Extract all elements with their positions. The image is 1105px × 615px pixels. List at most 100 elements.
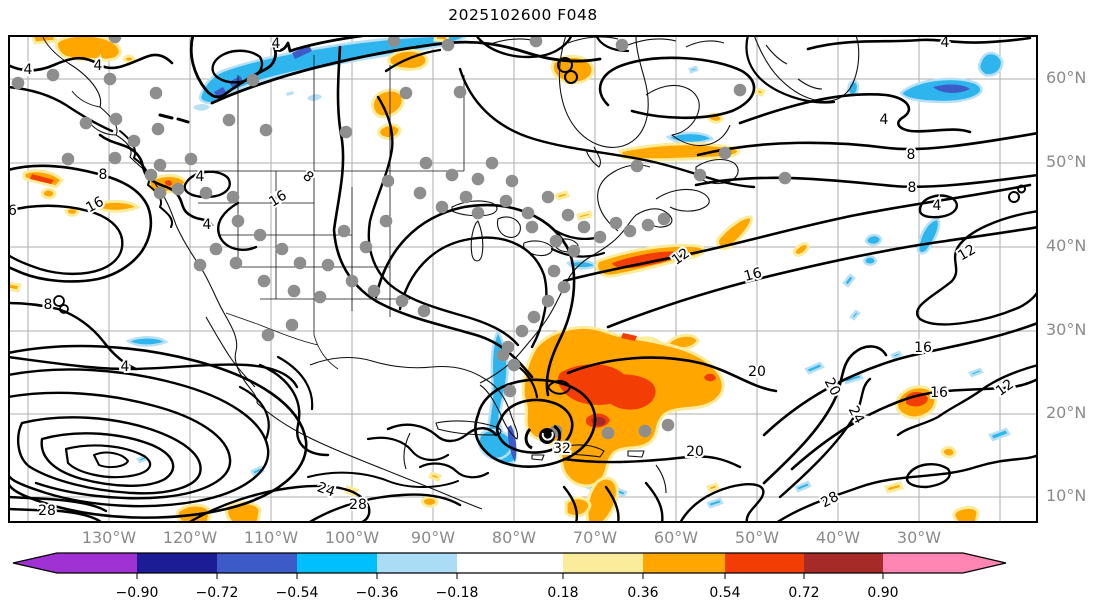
colorbar-segment <box>804 553 883 573</box>
station-dot <box>693 168 707 182</box>
lon-tick-label: 80°W <box>491 528 537 547</box>
contour-path <box>158 113 190 124</box>
station-dot <box>222 113 236 127</box>
lon-tick-label: 100°W <box>324 528 380 547</box>
contour-path <box>762 321 1038 437</box>
station-dot <box>184 152 198 166</box>
contour-path <box>276 355 314 411</box>
lon-tick-label: 130°W <box>81 528 137 547</box>
map-canvas: 4448164481681642828243220201216161612202… <box>8 35 1038 523</box>
shaded-anomaly-blue <box>804 361 825 375</box>
contour-label: 4 <box>24 62 33 78</box>
shaded-anomaly-orange <box>952 505 980 523</box>
shaded-anomaly-orange <box>91 199 141 213</box>
contour-path <box>547 380 571 395</box>
station-dot <box>313 290 327 304</box>
station-dot <box>367 284 381 298</box>
shaded-anomaly-lightblue <box>307 94 322 101</box>
shaded-anomaly-orange <box>553 190 571 201</box>
shaded-anomaly-blue <box>125 336 169 347</box>
station-dot <box>561 208 575 222</box>
colorbar-tick-label: −0.54 <box>276 585 319 601</box>
station-dot <box>515 324 529 338</box>
station-dot <box>259 123 273 137</box>
contour-path <box>474 378 597 469</box>
shaded-anomaly-orange <box>225 501 262 523</box>
contour-path <box>598 56 756 120</box>
station-dot <box>609 216 623 230</box>
colorbar-segment <box>57 553 137 573</box>
station-dot <box>567 244 581 258</box>
shaded-anomaly-blue <box>988 427 1011 442</box>
colorbar-segment <box>563 553 643 573</box>
contour-path <box>606 225 1038 329</box>
contour-label: 8 <box>44 297 53 313</box>
station-dot <box>381 174 395 188</box>
station-dot <box>661 418 675 432</box>
shaded-anomaly-lightblue <box>193 104 210 111</box>
contour-path <box>696 131 1038 157</box>
colorbar-tick-label: −0.90 <box>116 585 159 601</box>
station-dot <box>630 159 644 173</box>
contour-label: 8 <box>908 180 917 196</box>
colorbar-tick-label: −0.72 <box>196 585 239 601</box>
station-dot <box>103 72 117 86</box>
coastline-path <box>753 35 860 102</box>
station-dot <box>593 230 607 244</box>
shaded-anomaly-blue <box>862 255 878 266</box>
shaded-anomaly-orange <box>427 471 443 482</box>
station-dot <box>615 38 629 52</box>
contour-path <box>562 455 742 469</box>
lon-tick-label: 30°W <box>896 528 942 547</box>
lon-tick-label: 90°W <box>410 528 456 547</box>
shaded-anomaly-orange <box>420 495 439 508</box>
shaded-anomaly-blue <box>977 51 1004 77</box>
coastline-path <box>256 402 483 510</box>
station-dot <box>246 73 260 87</box>
chart-title: 2025102600 F048 <box>448 6 598 24</box>
shaded-anomaly-blue <box>250 465 265 477</box>
lon-tick-label: 50°W <box>734 528 780 547</box>
colorbar-segment <box>725 553 804 573</box>
contour-path <box>8 301 138 371</box>
contour-path <box>367 95 520 347</box>
station-dot <box>733 83 747 97</box>
station-dot <box>413 186 427 200</box>
contour-label: 28 <box>349 497 367 513</box>
station-dot <box>453 85 467 99</box>
contour-path <box>53 295 69 314</box>
coastline-path <box>558 35 649 148</box>
contour-label: 28 <box>38 503 56 519</box>
station-dot <box>345 274 359 288</box>
station-dot <box>503 384 517 398</box>
colorbar-segment <box>883 553 963 573</box>
colorbar-tick-label: 0.54 <box>709 585 740 601</box>
station-dot <box>419 156 433 170</box>
shaded-anomaly-red <box>599 374 656 410</box>
station-dot <box>151 122 165 136</box>
contour-label: 4 <box>880 112 889 128</box>
station-dot <box>441 38 455 52</box>
shaded-anomaly-blue <box>794 480 812 493</box>
contour-path <box>119 130 173 228</box>
shaded-anomaly-blue <box>706 497 724 509</box>
station-dot <box>471 206 485 220</box>
contour-path <box>495 398 574 454</box>
contour-path <box>790 377 1038 471</box>
contour-path <box>183 170 231 199</box>
colorbar: −0.90 −0.72 −0.54 −0.36 −0.18 0.18 0.36 0.54 0.7… <box>12 552 1007 601</box>
colorbar-segment <box>137 553 217 573</box>
contour-path <box>398 236 548 349</box>
contour-path <box>258 363 330 457</box>
contour-path <box>905 463 951 489</box>
shaded-anomaly-orange <box>370 88 405 119</box>
coastline-path <box>403 420 667 494</box>
colorbar-tick-label: −0.36 <box>356 585 399 601</box>
shaded-anomaly-orange <box>792 242 810 257</box>
contour-label: 32 <box>553 441 571 457</box>
station-dot <box>459 190 473 204</box>
station-dot <box>601 426 615 440</box>
latitude-axis: 60°N 50°N 40°N 30°N 20°N 10°N <box>1044 0 1105 615</box>
lat-tick-label: 60°N <box>1046 68 1087 87</box>
shaded-anomaly-core <box>214 87 226 97</box>
